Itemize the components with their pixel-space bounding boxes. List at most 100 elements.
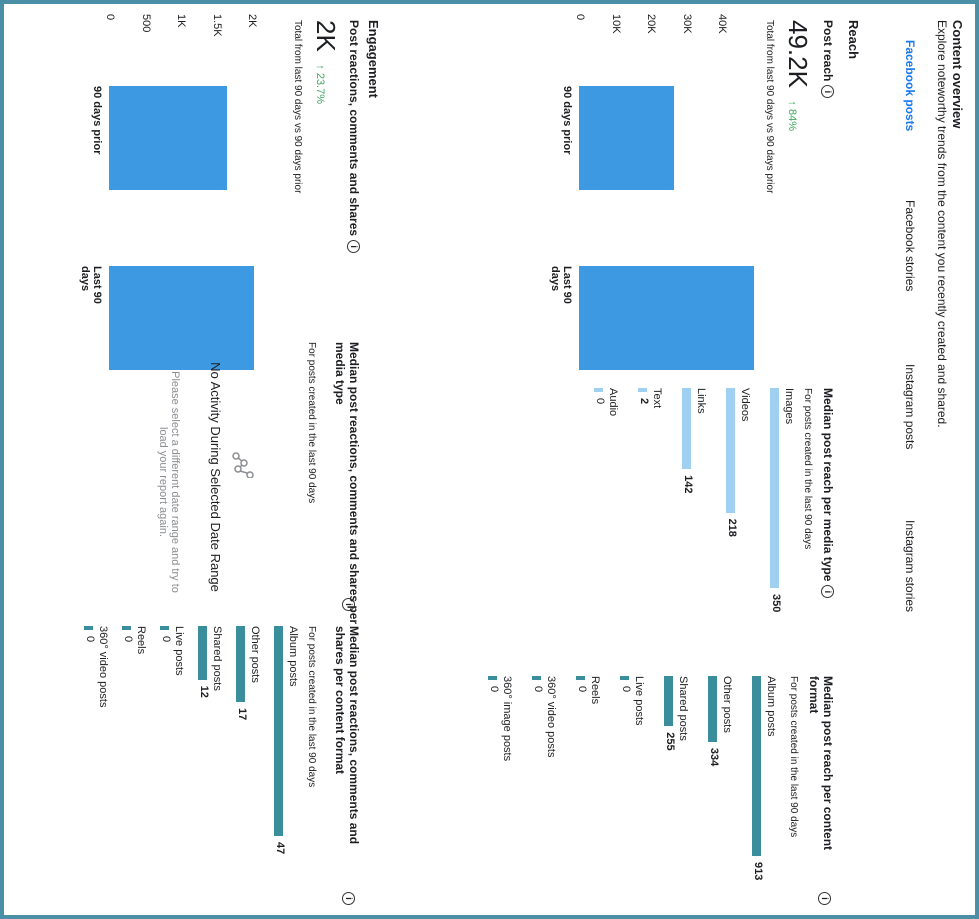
list-item-value: 0	[532, 686, 544, 693]
list-item-value: 0	[620, 686, 632, 693]
list-item-value: 255	[664, 732, 676, 751]
post-reach-chart: 0 10K 20K 30K 40K 90 days prior Last 90 days	[543, 4, 754, 370]
post-reach-compare-note: Total from last 90 days vs 90 days prior	[764, 20, 775, 194]
chart-bar	[579, 266, 754, 370]
list-item-label: Other posts	[249, 626, 261, 683]
list-item-value: 0	[122, 636, 134, 643]
list-item-value: 0	[84, 636, 96, 643]
engagement-compare-note: Total from last 90 days vs 90 days prior	[292, 20, 303, 194]
list-item-label: Album posts	[765, 676, 777, 737]
list-item-bar	[770, 388, 779, 588]
list-item-value: 12	[198, 685, 210, 698]
engagement-section-title: Engagement	[366, 20, 381, 99]
list-item-label: Reels	[135, 626, 147, 655]
list-item-bar	[752, 676, 761, 856]
list-item-bar	[594, 388, 603, 392]
reach-media-list: Images 350 Videos 218 Links 142 Text 2 Audio 0	[555, 388, 795, 648]
reach-format-title: Median post reach per content format	[807, 676, 835, 851]
y-tick-label: 2K	[246, 14, 259, 28]
engagement-delta: ↑ 23.7%	[314, 64, 326, 105]
y-tick-label: 1.5K	[210, 14, 223, 37]
list-item-label: 360° video posts	[97, 626, 109, 708]
list-item-value: 0	[576, 686, 588, 693]
empty-state-title: No Activity During Selected Date Range	[208, 362, 223, 592]
empty-state-body: Please select a different date range and…	[157, 371, 181, 593]
list-item-value: 0	[594, 398, 606, 405]
x-tick-label: Last 90 days	[549, 266, 573, 304]
list-item-bar	[198, 626, 207, 680]
tab-facebook-posts[interactable]: Facebook posts	[903, 40, 917, 132]
list-item-bar	[726, 388, 735, 513]
list-item-label: Live posts	[173, 626, 185, 676]
list-item-label: 360° image posts	[501, 676, 513, 762]
y-tick-label: 0	[104, 14, 116, 21]
chart-bar	[579, 86, 674, 190]
x-tick-label: 90 days prior	[91, 86, 103, 155]
list-item-bar	[160, 626, 169, 630]
info-icon[interactable]: i	[346, 240, 360, 254]
page-subtitle: Explore noteworthy trends from the conte…	[935, 20, 949, 428]
list-item-label: Images	[783, 388, 795, 425]
reach-media-note: For posts created in the last 90 days	[802, 388, 813, 550]
eng-format-list: Album posts 47 Other posts 17 Shared posts 12…	[59, 626, 299, 886]
list-item-bar	[488, 676, 497, 680]
list-item-label: Shared posts	[211, 626, 223, 691]
engagement-value: 2K	[311, 20, 341, 52]
info-icon[interactable]: i	[820, 585, 834, 599]
reach-section-title: Reach	[846, 20, 861, 60]
list-item-value: 350	[770, 594, 782, 613]
list-item-value: 0	[160, 636, 172, 643]
tab-instagram-stories[interactable]: Instagram stories	[903, 520, 917, 613]
post-reach-value: 49.2K	[783, 20, 813, 88]
info-icon[interactable]: i	[341, 892, 355, 905]
list-item-value: 334	[708, 747, 720, 767]
x-tick-label: Last 90 days	[79, 266, 103, 304]
list-item-label: Links	[695, 388, 707, 414]
eng-format-info: i	[339, 888, 357, 905]
eng-media-note: For posts created in the last 90 days	[306, 342, 317, 504]
engagement-metric-label: Post reactions, comments and sharesi	[346, 20, 361, 254]
list-item-label: Videos	[739, 388, 751, 422]
tab-facebook-stories[interactable]: Facebook stories	[903, 200, 917, 292]
list-item-value: 17	[236, 707, 248, 721]
eng-media-title: Median post reactions, comments and shar…	[333, 342, 361, 625]
list-item-bar	[682, 388, 691, 470]
info-icon[interactable]: i	[341, 598, 355, 611]
post-reach-label: Post reachi	[820, 20, 835, 99]
reach-media-title: Median post reach per media typei	[820, 388, 835, 638]
list-item-bar	[638, 388, 647, 392]
list-item-label: Album posts	[287, 626, 299, 687]
list-item-value: 0	[488, 686, 500, 693]
engagement-chart: 0 500 1K 1.5K 2K 90 days prior Last 90 days	[63, 4, 283, 370]
info-icon[interactable]: i	[820, 85, 834, 99]
y-tick-label: 10K	[609, 14, 622, 34]
list-item-bar	[708, 676, 717, 742]
list-item-label: Live posts	[633, 676, 645, 726]
chart-bar	[109, 266, 255, 370]
x-tick-label: 90 days prior	[561, 86, 573, 155]
list-item-label: Reels	[589, 676, 601, 705]
info-icon[interactable]: i	[817, 892, 831, 905]
y-tick-label: 1K	[175, 14, 188, 28]
y-tick-label: 30K	[680, 14, 693, 34]
y-tick-label: 20K	[645, 14, 658, 34]
page-title: Content overview	[950, 20, 965, 129]
y-tick-label: 40K	[716, 14, 729, 34]
list-item-bar	[274, 626, 283, 836]
eng-media-info: i	[339, 594, 357, 611]
list-item-label: 360° video posts	[545, 676, 557, 758]
tab-instagram-posts[interactable]: Instagram posts	[903, 364, 917, 450]
list-item-value: 2	[638, 398, 650, 405]
list-item-bar	[620, 676, 629, 680]
eng-format-note: For posts created in the last 90 days	[306, 626, 317, 788]
list-item-label: Shared posts	[677, 676, 689, 741]
list-item-value: 47	[274, 842, 286, 855]
post-reach-value-row: 49.2K ↑ 84%	[782, 20, 813, 131]
list-item-bar	[532, 676, 541, 680]
list-item-label: Audio	[607, 388, 619, 417]
content-overview-panel: Content overview Explore noteworthy tren…	[4, 4, 973, 915]
list-item-bar	[84, 626, 93, 630]
empty-state-graph-icon	[224, 452, 255, 479]
list-item-bar	[236, 626, 245, 702]
